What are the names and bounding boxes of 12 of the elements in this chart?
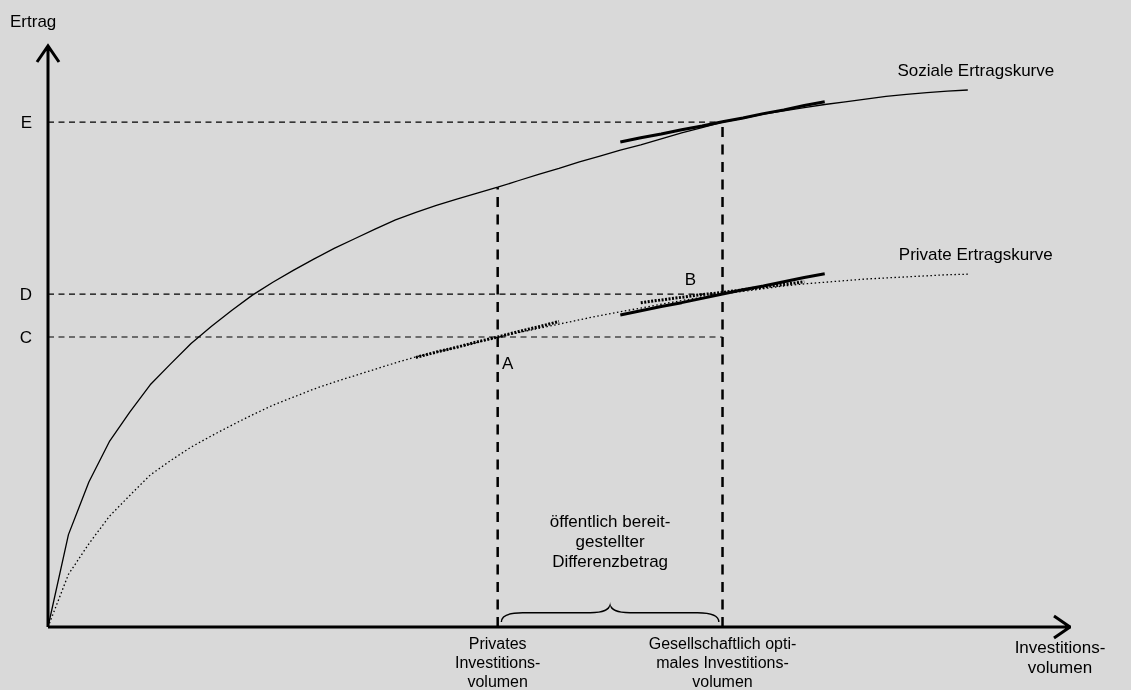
annotation: A — [502, 354, 515, 374]
annotation: öffentlich bereit- gestellter Differenzbetrag — [549, 512, 671, 571]
annotation: B — [684, 270, 697, 290]
x-axis-title: Investitions- volumen — [1014, 638, 1106, 677]
ref-line-label: E — [20, 113, 32, 133]
ref-line-label: C — [19, 328, 32, 348]
series-label: Private Ertragskurve — [898, 245, 1053, 265]
x-tick-label: Privates Investitions- volumen — [454, 635, 541, 690]
y-axis-title: Ertrag — [10, 12, 57, 31]
series-label: Soziale Ertragskurve — [897, 61, 1055, 80]
ref-line-label: D — [19, 285, 32, 305]
x-tick-label: Gesellschaftlich opti- males Investitions- volumen — [648, 635, 797, 690]
